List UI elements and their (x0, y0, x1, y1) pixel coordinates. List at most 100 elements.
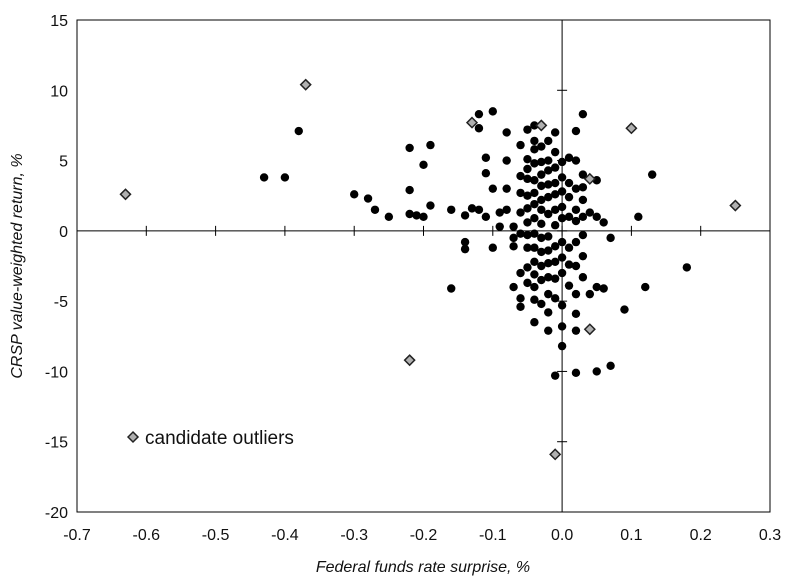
data-point (537, 219, 546, 229)
data-point (523, 243, 532, 252)
data-point (564, 260, 574, 269)
y-axis-title: CRSP value-weighted return, % (9, 153, 26, 378)
data-point (460, 211, 470, 220)
data-point (578, 230, 588, 240)
data-point (571, 326, 581, 335)
y-tick-label: -5 (54, 294, 68, 311)
data-point (571, 237, 581, 247)
data-point (523, 174, 532, 184)
data-point (557, 237, 567, 247)
x-tick-label: 0.1 (620, 527, 642, 544)
data-point (530, 214, 539, 223)
y-tick-label: 10 (50, 83, 68, 100)
data-point (530, 188, 539, 198)
data-point (592, 212, 601, 221)
data-point (530, 270, 539, 279)
data-point (447, 284, 456, 293)
data-point (474, 109, 484, 119)
y-tick-label: -20 (45, 505, 68, 522)
data-point (537, 170, 546, 179)
data-point (544, 156, 553, 165)
data-point (557, 253, 567, 262)
outlier-point (403, 354, 416, 367)
data-point (426, 201, 435, 210)
data-point (620, 305, 629, 314)
data-point (585, 289, 595, 299)
data-point (530, 318, 539, 327)
y-tick-label: 15 (50, 13, 68, 30)
data-point (557, 341, 567, 351)
data-point (467, 204, 477, 213)
data-point (502, 156, 511, 165)
data-point (647, 170, 657, 179)
data-point (571, 368, 581, 378)
data-point (682, 263, 692, 272)
data-point (516, 188, 525, 198)
data-point (523, 263, 532, 272)
data-point (537, 247, 546, 257)
y-tick-label: 0 (59, 224, 68, 241)
data-point (537, 181, 546, 191)
data-point (509, 233, 518, 243)
data-point (571, 126, 581, 136)
data-point (502, 184, 511, 193)
data-point (571, 156, 581, 165)
data-point (259, 173, 269, 182)
data-point (516, 229, 525, 238)
data-point (564, 281, 574, 290)
data-point (502, 128, 511, 137)
data-point (544, 180, 553, 189)
data-point (571, 184, 581, 193)
data-point (412, 211, 421, 220)
data-point (405, 185, 414, 195)
data-point (523, 191, 532, 200)
data-point (509, 242, 518, 251)
data-point (530, 176, 539, 185)
data-point (523, 230, 532, 240)
outlier-point (299, 78, 312, 91)
data-point (571, 309, 581, 318)
legend: candidate outliers (126, 428, 294, 449)
data-point (530, 121, 539, 130)
data-point (557, 214, 567, 223)
data-point (294, 126, 303, 136)
data-point (537, 275, 546, 285)
x-tick-label: 0.3 (759, 527, 781, 544)
data-point (592, 367, 601, 376)
data-point (550, 190, 560, 199)
data-point (488, 107, 497, 116)
data-point (530, 257, 539, 266)
x-tick-label: -0.5 (202, 527, 230, 544)
data-point (488, 243, 497, 252)
data-point (550, 205, 560, 214)
outlier-point (583, 323, 596, 336)
data-point (530, 159, 539, 168)
data-point (495, 222, 504, 231)
data-point (488, 184, 497, 193)
data-point (571, 216, 581, 226)
x-tick-label: -0.6 (133, 527, 161, 544)
data-point (550, 242, 560, 251)
x-tick-label: 0.2 (690, 527, 712, 544)
y-tick-label: -15 (45, 435, 68, 452)
data-point (564, 178, 574, 188)
y-axis-ticks: -20 -15 -10 -5 0 5 10 15 (45, 13, 568, 522)
data-point (578, 170, 588, 179)
data-point (544, 166, 553, 175)
data-point (530, 229, 539, 238)
data-point (523, 125, 532, 134)
data-point (557, 202, 567, 212)
data-point (516, 140, 525, 150)
outlier-point (549, 448, 562, 461)
data-point (530, 295, 539, 304)
data-point (557, 268, 567, 278)
data-points (119, 78, 742, 461)
data-point (537, 195, 546, 205)
data-point (592, 282, 601, 292)
data-point (530, 199, 539, 209)
x-tick-label: -0.2 (410, 527, 438, 544)
data-point (550, 128, 560, 137)
outlier-point (583, 172, 596, 185)
data-point (474, 205, 484, 214)
data-point (599, 284, 608, 293)
